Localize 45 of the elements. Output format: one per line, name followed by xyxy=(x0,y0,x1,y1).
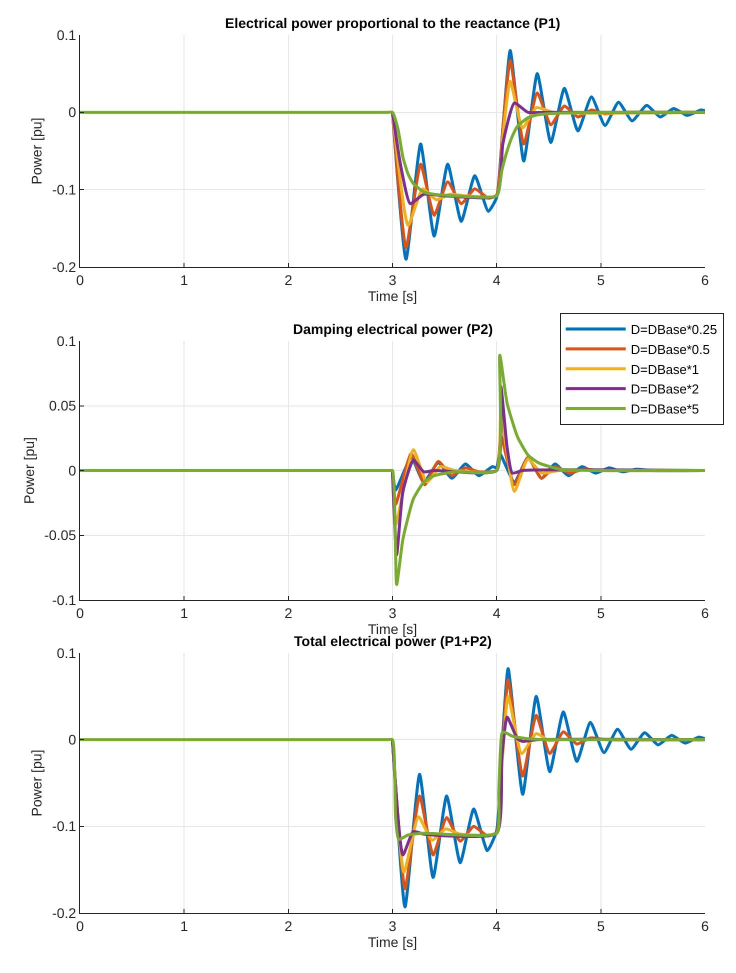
y-axis-title: Power [pu] xyxy=(28,750,45,816)
legend-label: D=DBase*2 xyxy=(630,382,700,397)
line-series xyxy=(80,730,705,841)
x-axis-title: Time [s] xyxy=(368,288,418,304)
x-tick-label: 4 xyxy=(492,604,501,621)
y-axis-title: Power [pu] xyxy=(28,118,45,184)
x-tick-label: 3 xyxy=(388,272,397,288)
x-tick-label: 3 xyxy=(388,604,397,621)
x-tick-label: 2 xyxy=(284,604,292,621)
chart-title: Damping electrical power (P2) xyxy=(293,321,493,337)
line-series xyxy=(80,354,705,586)
x-tick-label: 5 xyxy=(596,272,605,288)
x-tick-label: 1 xyxy=(180,918,188,934)
y-axis-title: Power [pu] xyxy=(20,437,37,504)
x-tick-label: 5 xyxy=(596,604,605,621)
x-tick-label: 2 xyxy=(284,918,292,934)
y-tick-label: 0 xyxy=(68,462,76,478)
legend-label: D=DBase*5 xyxy=(630,402,700,417)
x-tick-label: 3 xyxy=(388,918,397,934)
x-tick-label: 2 xyxy=(284,272,292,288)
y-tick-label: -0.1 xyxy=(52,182,76,198)
x-tick-label: 6 xyxy=(701,272,710,288)
y-tick-label: 0.1 xyxy=(56,332,76,349)
x-tick-label: 4 xyxy=(492,272,501,288)
legend-label: D=DBase*0.25 xyxy=(630,322,718,338)
y-tick-label: -0.2 xyxy=(52,904,76,921)
x-tick-label: 1 xyxy=(180,604,188,621)
y-tick-label: 0 xyxy=(68,104,76,120)
x-axis-title: Time [s] xyxy=(368,934,418,950)
y-tick-label: 0 xyxy=(68,732,76,748)
chart-title: Electrical power proportional to the reactance (P1) xyxy=(225,15,560,31)
y-tick-label: -0.1 xyxy=(52,818,76,834)
y-tick-label: -0.2 xyxy=(52,258,76,275)
y-tick-label: -0.05 xyxy=(44,527,76,544)
x-tick-label: 6 xyxy=(701,604,710,621)
legend-label: D=DBase*1 xyxy=(630,362,700,377)
x-tick-label: 6 xyxy=(701,918,710,934)
y-tick-label: 0.1 xyxy=(56,26,76,43)
x-tick-label: 1 xyxy=(180,272,188,288)
x-tick-label: 5 xyxy=(596,918,605,934)
y-tick-label: 0.05 xyxy=(48,398,76,414)
y-tick-label: 0.1 xyxy=(56,644,76,661)
x-tick-label: 4 xyxy=(492,918,501,934)
legend-label: D=DBase*0.5 xyxy=(630,342,710,357)
y-tick-label: -0.1 xyxy=(52,592,76,608)
